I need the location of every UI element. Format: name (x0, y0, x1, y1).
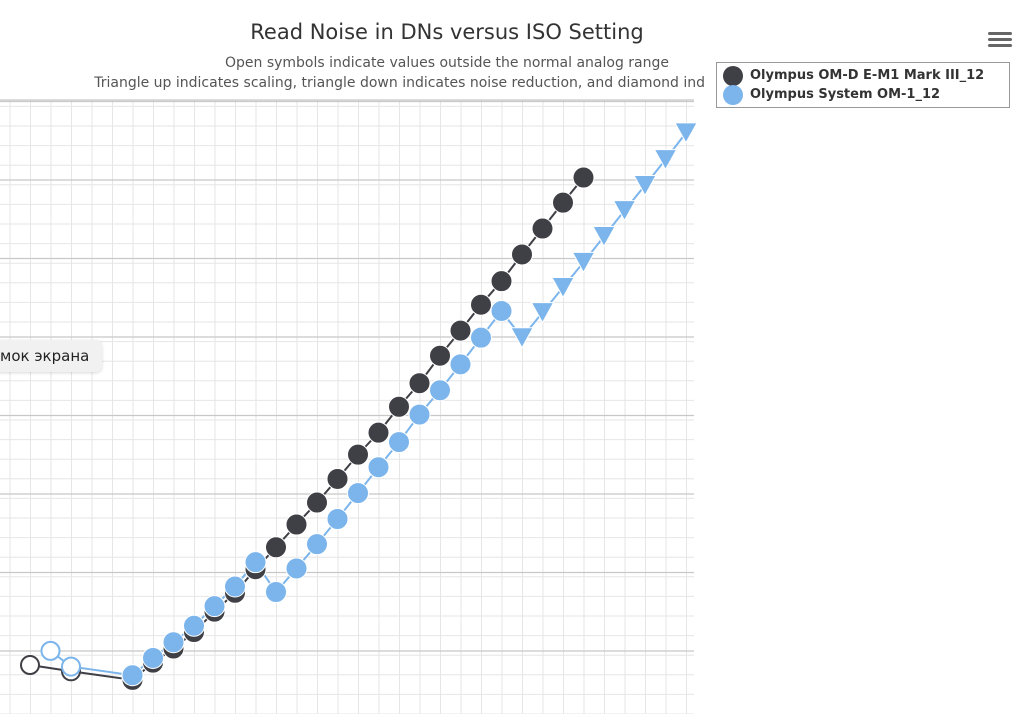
data-point-s2-25 (592, 226, 616, 248)
data-point-s2-22 (530, 302, 555, 324)
data-point-s2-24 (571, 251, 596, 274)
data-point-s2-3 (142, 646, 164, 669)
data-point-s1-19 (470, 293, 492, 316)
data-point-s1-24 (572, 166, 595, 189)
data-point-s2-0 (40, 640, 61, 661)
data-point-s2-14 (367, 456, 390, 479)
data-point-s2-10 (285, 557, 308, 580)
data-point-s2-19 (470, 326, 492, 349)
data-point-s2-8 (244, 551, 267, 574)
data-point-s2-2 (121, 664, 144, 687)
data-point-s2-4 (162, 631, 185, 654)
data-point-s1-22 (531, 217, 554, 240)
series-line-1 (29, 176, 585, 681)
data-point-s2-27 (633, 174, 657, 197)
data-point-s2-11 (306, 533, 328, 556)
chart-subtitle-line-1: Open symbols indicate values outside the… (224, 55, 670, 71)
data-point-s1-13 (347, 443, 369, 466)
data-point-s2-29 (674, 122, 698, 144)
chart-title: Read Noise in DNs versus ISO Setting (250, 20, 644, 44)
data-point-s2-28 (653, 149, 678, 171)
data-point-s2-20 (490, 299, 513, 322)
data-point-s1-15 (388, 395, 410, 418)
data-point-s1-18 (449, 319, 472, 342)
legend-item-series-2[interactable]: Olympus System OM-1_12 (723, 84, 1009, 105)
data-point-s2-23 (551, 277, 575, 299)
data-point-s1-17 (429, 344, 451, 367)
data-point-s1-21 (511, 243, 533, 266)
chart-subtitle-line-2: Triangle up indicates scaling, triangle … (94, 75, 705, 91)
legend: Olympus OM-D E-M1 Mark III_12 Olympus Sy… (716, 62, 1010, 108)
hamburger-menu-icon[interactable] (988, 29, 1012, 49)
data-point-s2-15 (388, 431, 410, 454)
data-point-s1-10 (285, 513, 308, 536)
data-point-s1-12 (326, 467, 349, 490)
legend-marker-series-1 (723, 65, 743, 86)
data-point-s2-7 (224, 575, 246, 598)
data-point-s2-13 (347, 482, 369, 505)
data-point-s1-11 (306, 491, 328, 514)
data-point-s2-1 (61, 656, 81, 677)
data-point-s1-23 (552, 191, 574, 214)
screenshot-tooltip: мок экрана (0, 340, 102, 372)
data-point-s2-21 (510, 327, 534, 349)
data-point-s1-9 (265, 536, 287, 559)
data-point-s2-5 (183, 614, 205, 637)
legend-item-series-1[interactable]: Olympus OM-D E-M1 Mark III_12 (723, 65, 1009, 86)
data-point-s1-0 (20, 655, 40, 676)
data-point-s2-26 (612, 200, 637, 222)
data-point-s2-18 (449, 353, 472, 376)
data-point-s2-16 (408, 403, 431, 426)
data-point-s2-17 (429, 379, 451, 402)
data-point-s2-12 (326, 508, 349, 530)
data-point-s1-16 (408, 372, 431, 395)
legend-marker-series-2 (723, 84, 743, 105)
data-point-s1-20 (490, 270, 513, 293)
data-point-s1-14 (367, 421, 390, 444)
data-point-s2-6 (203, 595, 226, 618)
series-line-2 (49, 132, 687, 677)
data-point-s2-9 (265, 581, 287, 604)
legend-label-series-2: Olympus System OM-1_12 (750, 87, 941, 102)
legend-label-series-1: Olympus OM-D E-M1 Mark III_12 (750, 68, 985, 83)
